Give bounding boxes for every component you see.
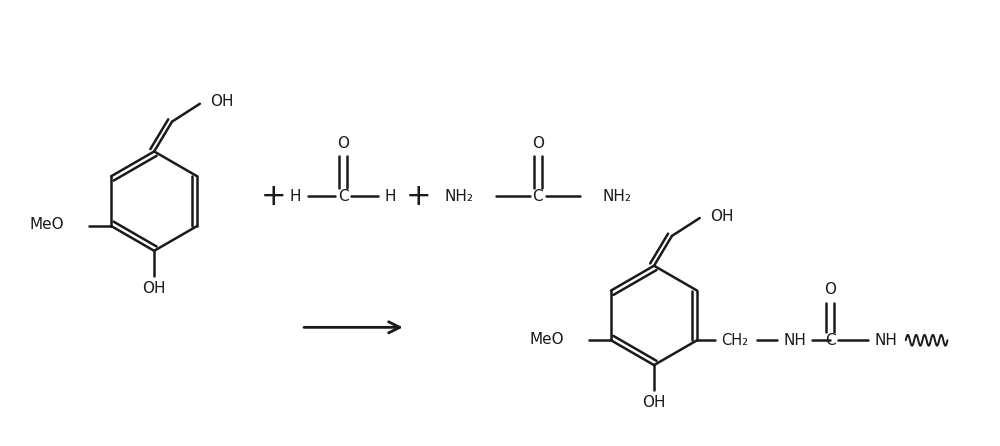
Text: O: O [337, 136, 349, 151]
Text: C: C [825, 333, 836, 348]
Text: OH: OH [710, 209, 733, 223]
Text: O: O [532, 136, 544, 151]
Text: OH: OH [210, 94, 233, 109]
Text: NH₂: NH₂ [602, 189, 631, 204]
Text: OH: OH [642, 395, 666, 410]
Text: C: C [532, 189, 543, 204]
Text: +: + [406, 182, 431, 211]
Text: NH₂: NH₂ [444, 189, 473, 204]
Text: +: + [261, 182, 286, 211]
Text: C: C [338, 189, 348, 204]
Text: CH₂: CH₂ [721, 333, 748, 348]
Text: MeO: MeO [30, 218, 64, 232]
Text: H: H [290, 189, 301, 204]
Text: NH: NH [874, 333, 897, 348]
Text: H: H [385, 189, 396, 204]
Text: O: O [824, 282, 836, 297]
Text: OH: OH [142, 281, 166, 296]
Text: MeO: MeO [530, 332, 564, 347]
Text: NH: NH [783, 333, 806, 348]
